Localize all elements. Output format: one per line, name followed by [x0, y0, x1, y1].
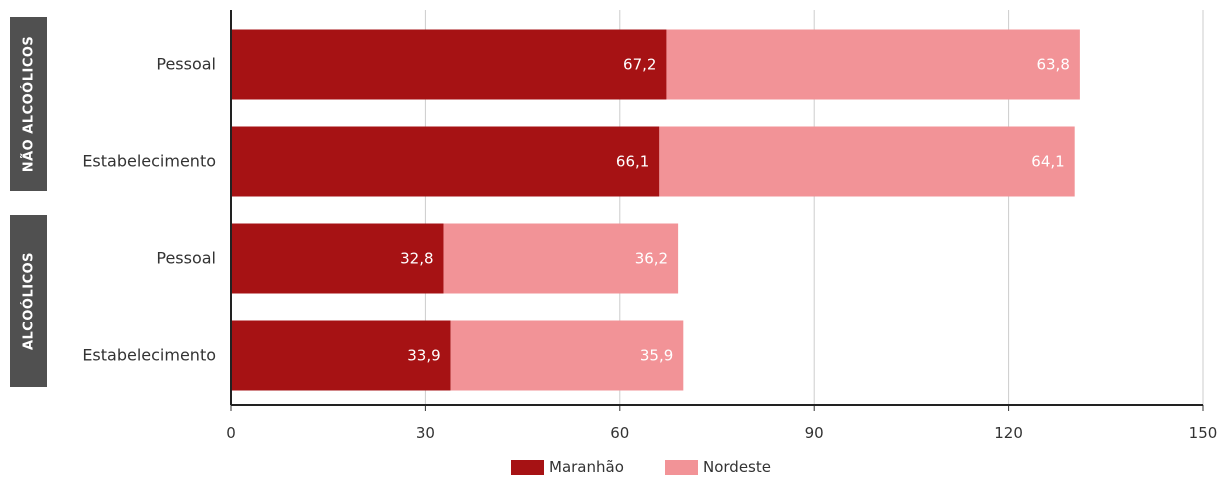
legend-label-maranhao: Maranhão	[549, 458, 624, 476]
data-label: 66,1	[616, 153, 649, 171]
category-label: Pessoal	[156, 55, 216, 74]
bar-maranhao	[231, 126, 660, 197]
category-label: Pessoal	[156, 249, 216, 268]
data-label: 63,8	[1036, 56, 1069, 74]
bar-nordeste	[666, 29, 1080, 100]
category-label: Estabelecimento	[82, 346, 216, 365]
bar-maranhao	[231, 320, 451, 391]
legend-item-nordeste: Nordeste	[665, 458, 771, 476]
group-label-box-nao-alcoolicos: NÃO ALCOÓLICOS	[10, 17, 47, 191]
data-label: 32,8	[400, 250, 433, 268]
bar-nordeste	[659, 126, 1075, 197]
chart-legend: Maranhão Nordeste	[0, 458, 1221, 478]
bar-maranhao	[231, 29, 667, 100]
group-label-nao-alcoolicos: NÃO ALCOÓLICOS	[21, 35, 36, 173]
data-label: 36,2	[635, 250, 668, 268]
group-label-box-alcoolicos: ALCOÓLICOS	[10, 215, 47, 387]
legend-item-maranhao: Maranhão	[511, 458, 624, 476]
x-tick-label: 0	[226, 424, 236, 442]
group-label-alcoolicos: ALCOÓLICOS	[21, 251, 36, 351]
x-tick-label: 90	[805, 424, 824, 442]
data-label: 67,2	[623, 56, 656, 74]
bar-nordeste	[443, 223, 679, 294]
legend-swatch-nordeste	[665, 459, 698, 475]
x-tick-label: 150	[1189, 424, 1218, 442]
bar-nordeste	[450, 320, 684, 391]
category-label: Estabelecimento	[82, 152, 216, 171]
legend-label-nordeste: Nordeste	[703, 458, 771, 476]
stacked-bar-chart: 0 30 60 90 120 150 67,2 63,8 Pessoal 66,1 64,1 Esta…	[82, 10, 1218, 442]
x-tick-label: 30	[416, 424, 435, 442]
x-tick-label: 60	[610, 424, 629, 442]
data-label: 64,1	[1031, 153, 1064, 171]
data-label: 33,9	[407, 347, 440, 365]
legend-swatch-maranhao	[511, 459, 544, 475]
data-label: 35,9	[640, 347, 673, 365]
x-tick-label: 120	[994, 424, 1023, 442]
bar-maranhao	[231, 223, 444, 294]
